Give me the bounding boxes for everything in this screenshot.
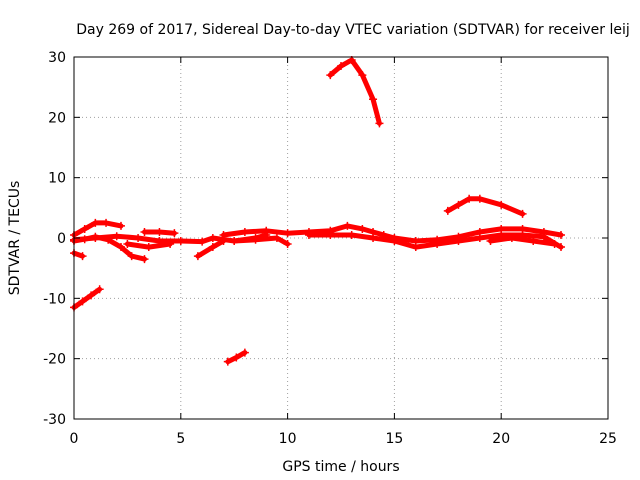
data-point bbox=[272, 234, 281, 242]
data-point bbox=[326, 230, 335, 239]
data-point bbox=[343, 221, 352, 230]
data-point bbox=[433, 240, 442, 249]
y-tick-label: 10 bbox=[48, 171, 66, 187]
data-point bbox=[112, 232, 121, 241]
data-point bbox=[166, 240, 175, 249]
data-point bbox=[283, 229, 292, 238]
data-point bbox=[116, 243, 125, 252]
data-point bbox=[475, 234, 484, 242]
data-point bbox=[232, 353, 241, 362]
data-point bbox=[518, 209, 527, 218]
data-point bbox=[208, 243, 217, 252]
data-point bbox=[262, 226, 271, 235]
series-layer bbox=[70, 56, 566, 366]
data-point bbox=[475, 194, 484, 203]
data-point bbox=[454, 200, 463, 209]
data-point bbox=[219, 230, 228, 239]
data-point bbox=[144, 243, 153, 252]
data-point bbox=[223, 357, 232, 366]
series-track-12 bbox=[327, 57, 382, 126]
data-point bbox=[486, 237, 495, 246]
y-tick-label: -20 bbox=[43, 352, 66, 368]
plot-frame bbox=[73, 56, 609, 420]
data-point bbox=[557, 243, 566, 252]
series-track-14 bbox=[488, 235, 558, 247]
data-point bbox=[251, 235, 260, 244]
series-track-13 bbox=[445, 196, 526, 217]
data-point bbox=[539, 232, 548, 241]
data-point bbox=[304, 230, 313, 239]
data-point bbox=[507, 234, 516, 242]
data-point bbox=[91, 218, 100, 227]
y-axis: -30 -20 -10 0 10 20 30 bbox=[43, 50, 608, 428]
data-point bbox=[155, 227, 164, 236]
x-tick-label: 5 bbox=[176, 431, 185, 447]
x-tick-label: 20 bbox=[492, 431, 510, 447]
data-point bbox=[80, 224, 89, 233]
series-track-10 bbox=[231, 235, 291, 247]
data-point bbox=[78, 297, 87, 306]
data-point bbox=[230, 237, 239, 246]
data-point bbox=[557, 230, 566, 239]
data-point bbox=[102, 218, 111, 227]
x-tick-label: 10 bbox=[279, 431, 297, 447]
data-point bbox=[123, 240, 132, 249]
data-point bbox=[358, 224, 367, 233]
data-point bbox=[240, 348, 249, 357]
data-point bbox=[176, 237, 185, 246]
data-point bbox=[78, 252, 87, 261]
data-point bbox=[337, 62, 345, 71]
x-tick-label: 0 bbox=[70, 431, 79, 447]
data-point bbox=[390, 237, 399, 246]
y-tick-label: 20 bbox=[48, 110, 66, 126]
data-point bbox=[140, 227, 149, 236]
data-point bbox=[170, 229, 179, 238]
x-tick-label: 15 bbox=[385, 431, 403, 447]
series-track-1 bbox=[71, 286, 103, 310]
data-point bbox=[240, 227, 249, 236]
data-point bbox=[91, 234, 100, 242]
data-point bbox=[358, 71, 367, 80]
data-point bbox=[198, 237, 207, 246]
x-axis-label: GPS time / hours bbox=[282, 459, 399, 475]
data-point bbox=[116, 221, 125, 230]
data-point bbox=[87, 291, 96, 300]
y-tick-label: 0 bbox=[57, 231, 66, 247]
chart-title: Day 269 of 2017, Sidereal Day-to-day VTE… bbox=[76, 22, 630, 38]
data-point bbox=[375, 119, 384, 128]
data-point bbox=[497, 200, 506, 209]
data-point bbox=[283, 240, 292, 249]
y-axis-label: SDTVAR / TECUs bbox=[7, 181, 23, 296]
data-point bbox=[208, 234, 217, 242]
data-point bbox=[411, 243, 420, 252]
data-point bbox=[347, 230, 356, 239]
data-point bbox=[127, 252, 136, 261]
data-point bbox=[465, 194, 474, 203]
x-axis: 0 5 10 15 20 25 bbox=[70, 57, 617, 447]
data-point bbox=[369, 234, 378, 242]
data-point bbox=[95, 285, 104, 294]
y-tick-label: -30 bbox=[43, 412, 66, 428]
data-point bbox=[454, 237, 463, 246]
data-point bbox=[326, 71, 335, 80]
y-tick-label: -10 bbox=[43, 291, 66, 307]
data-point bbox=[193, 252, 202, 261]
data-point bbox=[140, 255, 149, 264]
data-point bbox=[134, 234, 143, 242]
data-point bbox=[443, 206, 452, 215]
x-tick-label: 25 bbox=[599, 431, 617, 447]
y-tick-label: 30 bbox=[48, 50, 66, 66]
data-point bbox=[529, 237, 538, 246]
data-point bbox=[369, 95, 378, 104]
data-point bbox=[550, 240, 559, 249]
